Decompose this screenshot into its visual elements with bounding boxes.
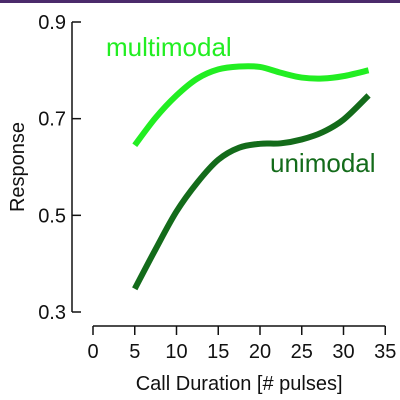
top-border <box>0 0 400 3</box>
series-line-unimodal <box>132 93 371 291</box>
x-tick-label-6: 30 <box>332 341 354 363</box>
x-tick-label-5: 25 <box>291 341 313 363</box>
x-tick-label-0: 0 <box>87 341 98 363</box>
axes: 0.3 0.5 0.7 0.9 0 5 10 15 20 25 30 35 <box>38 12 396 363</box>
y-tick-label-0: 0.3 <box>38 302 66 324</box>
labels: Call Duration [# pulses] Response multimod… <box>7 32 376 395</box>
y-tick-label-3: 0.9 <box>38 12 66 34</box>
series-label-multimodal: multimodal <box>106 32 232 62</box>
x-tick-label-2: 10 <box>165 341 187 363</box>
y-tick-label-1: 0.5 <box>38 205 66 227</box>
series-line-multimodal <box>132 63 370 148</box>
x-axis-title: Call Duration [# pulses] <box>136 373 343 395</box>
y-tick-label-2: 0.7 <box>38 109 66 131</box>
x-tick-label-7: 35 <box>374 341 396 363</box>
series-lines <box>132 63 371 291</box>
x-tick-label-1: 5 <box>129 341 140 363</box>
y-axis-title: Response <box>7 122 29 212</box>
x-tick-label-3: 15 <box>207 341 229 363</box>
x-tick-label-4: 20 <box>249 341 271 363</box>
series-label-unimodal: unimodal <box>270 148 376 178</box>
